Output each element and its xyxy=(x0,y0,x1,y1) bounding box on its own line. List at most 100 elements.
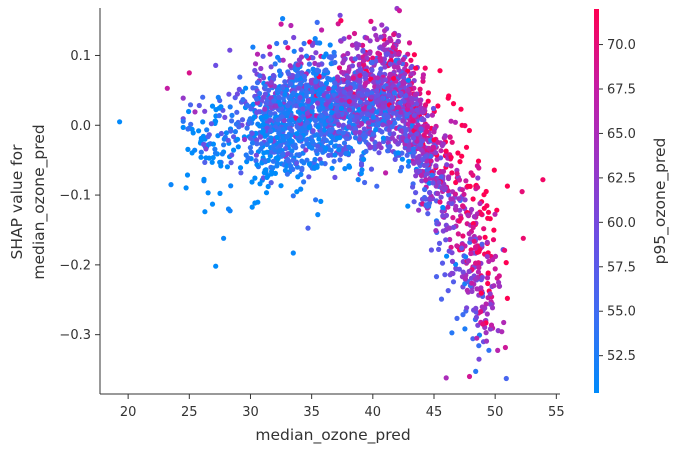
data-point xyxy=(319,160,325,166)
data-point xyxy=(253,158,259,164)
data-point xyxy=(293,145,299,151)
data-point xyxy=(263,167,269,173)
data-point xyxy=(234,109,240,115)
data-point xyxy=(225,137,231,143)
data-point xyxy=(289,148,295,154)
data-point xyxy=(257,181,263,187)
data-point xyxy=(410,184,416,190)
data-point xyxy=(279,114,285,120)
data-point xyxy=(371,144,377,150)
data-point xyxy=(228,160,234,166)
data-point xyxy=(465,258,471,264)
data-point xyxy=(342,166,348,172)
data-point xyxy=(460,259,466,265)
data-point xyxy=(450,101,457,107)
data-point xyxy=(328,147,334,153)
data-point xyxy=(255,199,261,205)
data-point xyxy=(445,175,452,182)
scatter-points xyxy=(117,5,546,382)
data-point xyxy=(313,78,319,85)
data-point xyxy=(425,90,431,96)
data-point xyxy=(483,338,490,344)
data-point xyxy=(433,163,439,169)
data-point xyxy=(469,206,475,213)
data-point xyxy=(361,132,367,138)
data-point xyxy=(209,103,216,109)
data-point xyxy=(462,123,468,129)
data-point xyxy=(404,111,410,117)
data-point xyxy=(337,157,343,163)
data-point xyxy=(351,30,358,37)
data-point xyxy=(475,158,482,164)
data-point xyxy=(491,283,497,289)
data-point xyxy=(300,106,306,112)
data-point xyxy=(460,312,466,318)
data-point xyxy=(278,142,284,149)
data-point xyxy=(254,80,261,86)
data-point xyxy=(417,86,423,92)
data-point xyxy=(487,291,493,297)
data-point xyxy=(414,101,420,107)
data-point xyxy=(439,260,446,266)
data-point xyxy=(361,62,367,68)
data-point xyxy=(520,235,526,241)
data-point xyxy=(235,136,241,142)
data-point xyxy=(296,85,302,91)
data-point xyxy=(258,141,264,147)
data-point xyxy=(368,18,374,24)
data-point xyxy=(399,156,405,162)
data-point xyxy=(305,225,311,231)
colorbar-tick-label: 62.5 xyxy=(607,171,636,186)
data-point xyxy=(467,236,474,242)
data-point xyxy=(296,57,302,63)
data-point xyxy=(202,159,208,165)
data-point xyxy=(336,65,343,71)
data-point xyxy=(270,158,276,164)
data-point xyxy=(383,52,389,58)
data-point xyxy=(304,110,310,116)
data-point xyxy=(382,64,388,70)
data-point xyxy=(298,171,304,177)
data-point xyxy=(412,92,418,98)
data-point xyxy=(421,162,427,168)
data-point xyxy=(290,250,296,256)
data-point xyxy=(450,215,456,221)
data-point xyxy=(265,173,271,179)
data-point xyxy=(386,92,392,98)
data-point xyxy=(243,85,249,91)
data-point xyxy=(196,128,202,134)
data-point xyxy=(434,219,440,225)
data-point xyxy=(436,240,443,246)
data-point xyxy=(453,179,459,186)
data-point xyxy=(373,127,379,133)
data-point xyxy=(222,114,228,120)
data-point xyxy=(309,104,315,110)
data-point xyxy=(470,221,476,227)
data-point xyxy=(303,147,309,153)
data-point xyxy=(215,94,221,100)
data-point xyxy=(389,95,395,101)
data-point xyxy=(471,238,477,244)
data-point xyxy=(208,121,214,127)
data-point xyxy=(389,135,395,141)
data-point xyxy=(405,77,411,83)
data-point xyxy=(370,131,376,137)
data-point xyxy=(443,212,450,218)
data-point xyxy=(463,254,469,260)
data-point xyxy=(425,211,431,217)
data-point xyxy=(341,57,347,63)
data-point xyxy=(360,87,366,94)
data-point xyxy=(396,8,402,14)
data-point xyxy=(346,98,352,104)
data-point xyxy=(219,151,225,157)
data-point xyxy=(391,131,397,137)
data-point xyxy=(395,104,401,110)
data-point xyxy=(429,112,435,118)
data-point xyxy=(400,56,406,63)
data-point xyxy=(270,165,276,171)
data-point xyxy=(250,44,256,50)
data-point xyxy=(473,368,479,374)
data-point xyxy=(201,176,207,182)
data-point xyxy=(442,185,448,191)
data-point xyxy=(474,286,480,292)
